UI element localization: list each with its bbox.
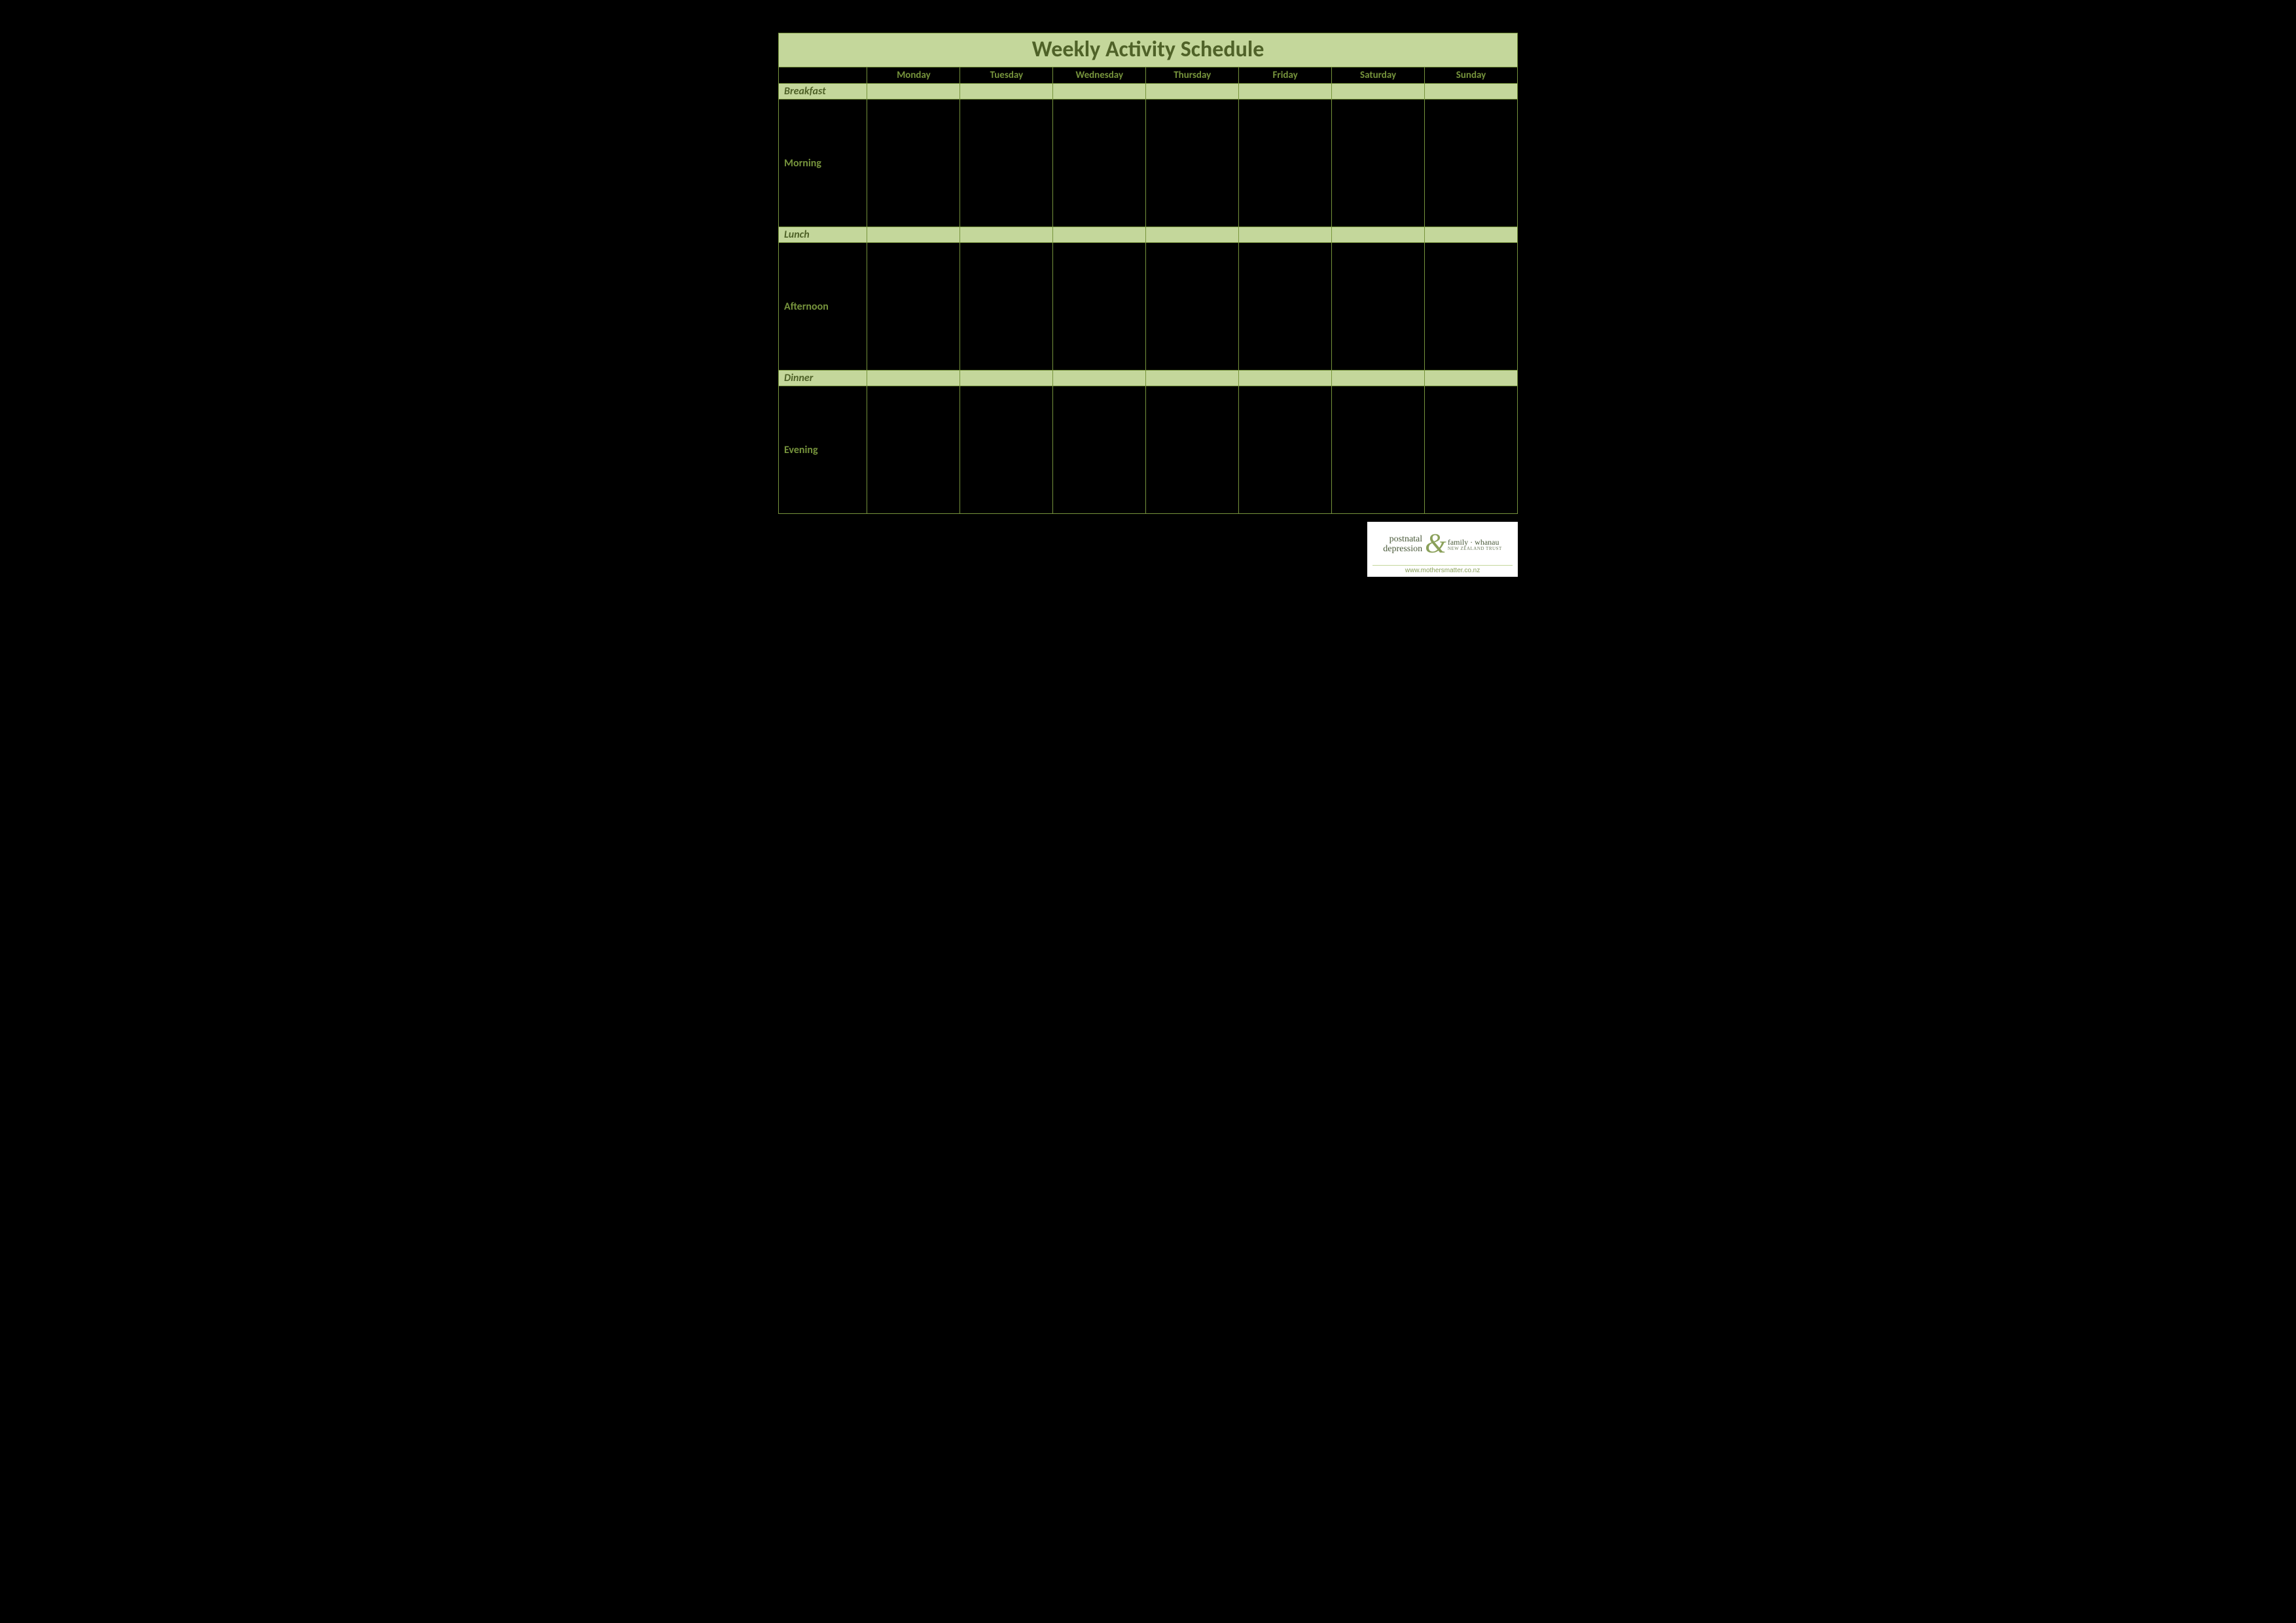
meal-label-breakfast: Breakfast (779, 84, 867, 100)
cell-evening-thu (1146, 386, 1239, 514)
cell-morning-sun (1425, 100, 1518, 227)
cell-morning-sat (1332, 100, 1425, 227)
day-header-friday: Friday (1239, 67, 1332, 84)
logo-right-line1: family · whanau (1448, 538, 1502, 547)
day-header-monday: Monday (867, 67, 960, 84)
meal-label-dinner: Dinner (779, 371, 867, 386)
cell-breakfast-tue (960, 84, 1053, 100)
cell-dinner-tue (960, 371, 1053, 386)
cell-lunch-mon (867, 227, 960, 243)
cell-evening-mon (867, 386, 960, 514)
cell-dinner-fri (1239, 371, 1332, 386)
cell-afternoon-mon (867, 243, 960, 371)
cell-breakfast-sat (1332, 84, 1425, 100)
row-dinner: Dinner (779, 371, 1518, 386)
logo-url: www.mothersmatter.co.nz (1372, 565, 1513, 574)
logo-right-line2: NEW ZEALAND TRUST (1448, 547, 1502, 552)
cell-evening-fri (1239, 386, 1332, 514)
cell-evening-tue (960, 386, 1053, 514)
cell-afternoon-tue (960, 243, 1053, 371)
row-morning: Morning (779, 100, 1518, 227)
row-afternoon: Afternoon (779, 243, 1518, 371)
period-label-afternoon: Afternoon (779, 243, 867, 371)
cell-evening-sat (1332, 386, 1425, 514)
cell-breakfast-fri (1239, 84, 1332, 100)
row-breakfast: Breakfast (779, 84, 1518, 100)
logo-top-row: postnatal depression & family · whanau N… (1372, 526, 1513, 564)
schedule-container: Weekly Activity Schedule Monday Tuesday … (778, 33, 1518, 514)
cell-dinner-sun (1425, 371, 1518, 386)
cell-lunch-sun (1425, 227, 1518, 243)
schedule-table: Weekly Activity Schedule Monday Tuesday … (778, 33, 1518, 514)
cell-breakfast-thu (1146, 84, 1239, 100)
day-header-row: Monday Tuesday Wednesday Thursday Friday… (779, 67, 1518, 84)
cell-afternoon-sun (1425, 243, 1518, 371)
row-evening: Evening (779, 386, 1518, 514)
cell-breakfast-sun (1425, 84, 1518, 100)
period-label-evening: Evening (779, 386, 867, 514)
cell-dinner-wed (1053, 371, 1146, 386)
row-lunch: Lunch (779, 227, 1518, 243)
cell-evening-sun (1425, 386, 1518, 514)
cell-morning-fri (1239, 100, 1332, 227)
cell-lunch-fri (1239, 227, 1332, 243)
schedule-title: Weekly Activity Schedule (779, 33, 1518, 67)
cell-afternoon-wed (1053, 243, 1146, 371)
ampersand-icon: & (1425, 534, 1446, 556)
cell-dinner-thu (1146, 371, 1239, 386)
cell-dinner-sat (1332, 371, 1425, 386)
cell-morning-thu (1146, 100, 1239, 227)
cell-lunch-tue (960, 227, 1053, 243)
title-row: Weekly Activity Schedule (779, 33, 1518, 67)
logo-left-line2: depression (1383, 545, 1422, 555)
org-logo: postnatal depression & family · whanau N… (1367, 522, 1518, 577)
cell-lunch-sat (1332, 227, 1425, 243)
cell-lunch-thu (1146, 227, 1239, 243)
logo-right-text: family · whanau NEW ZEALAND TRUST (1448, 538, 1502, 552)
day-header-blank (779, 67, 867, 84)
cell-dinner-mon (867, 371, 960, 386)
cell-evening-wed (1053, 386, 1146, 514)
logo-left-text: postnatal depression (1383, 535, 1422, 554)
cell-afternoon-thu (1146, 243, 1239, 371)
logo-left-line1: postnatal (1383, 535, 1422, 545)
cell-breakfast-wed (1053, 84, 1146, 100)
day-header-thursday: Thursday (1146, 67, 1239, 84)
cell-breakfast-mon (867, 84, 960, 100)
footer: postnatal depression & family · whanau N… (778, 522, 1518, 577)
cell-morning-tue (960, 100, 1053, 227)
day-header-tuesday: Tuesday (960, 67, 1053, 84)
cell-morning-mon (867, 100, 960, 227)
period-label-morning: Morning (779, 100, 867, 227)
cell-morning-wed (1053, 100, 1146, 227)
cell-afternoon-fri (1239, 243, 1332, 371)
cell-afternoon-sat (1332, 243, 1425, 371)
cell-lunch-wed (1053, 227, 1146, 243)
meal-label-lunch: Lunch (779, 227, 867, 243)
day-header-wednesday: Wednesday (1053, 67, 1146, 84)
day-header-saturday: Saturday (1332, 67, 1425, 84)
day-header-sunday: Sunday (1425, 67, 1518, 84)
